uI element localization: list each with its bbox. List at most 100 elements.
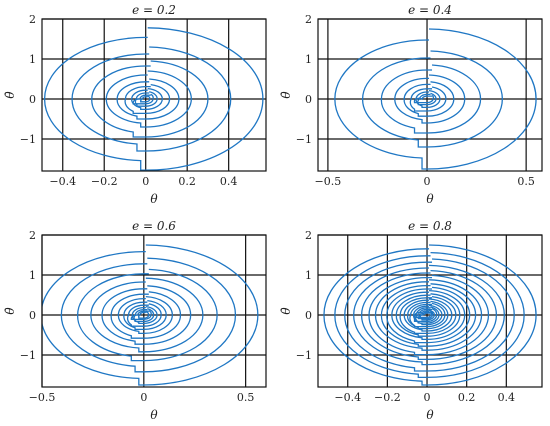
- orbit-line: [403, 298, 453, 332]
- orbits: [42, 244, 259, 386]
- orbit-line: [413, 307, 438, 323]
- subplot-2: −0.5 0 0.5 −1 0 1 2 e = 0.4 θ θ̇: [279, 3, 543, 206]
- y-axis-label: θ̇: [3, 91, 17, 99]
- orbit-line: [116, 78, 180, 120]
- orbit-line: [413, 311, 433, 319]
- subplot-title: e = 0.4: [408, 3, 452, 17]
- orbit-line: [361, 50, 504, 148]
- orbit-line: [415, 306, 440, 324]
- orbit-line: [406, 300, 449, 330]
- x-tick-label: −0.5: [29, 391, 56, 404]
- x-tick-label: 0.4: [498, 391, 516, 404]
- x-tick-label: −0.4: [49, 175, 76, 188]
- x-tick-label: 0: [424, 391, 431, 404]
- orbit-line: [124, 83, 171, 115]
- orbit-line: [386, 286, 471, 344]
- y-tick-label: 0: [29, 309, 36, 322]
- y-axis-label: θ̇: [279, 91, 293, 99]
- y-tick-label: 2: [29, 229, 36, 242]
- x-axis-label: θ: [426, 192, 434, 206]
- subplot-title: e = 0.2: [132, 3, 176, 17]
- orbits: [323, 244, 537, 386]
- orbit-line: [138, 311, 150, 319]
- orbit-line: [60, 257, 237, 373]
- orbit-line: [323, 244, 537, 386]
- orbit-line: [412, 304, 443, 326]
- orbit-line: [131, 87, 163, 111]
- y-tick-label: 2: [305, 229, 312, 242]
- x-tick-label: −0.2: [374, 391, 401, 404]
- y-tick-label: −1: [296, 349, 312, 362]
- x-tick-label: 0.2: [458, 391, 476, 404]
- x-tick-label: −0.4: [334, 391, 361, 404]
- orbit-line: [415, 89, 441, 109]
- orbit-line: [71, 46, 232, 152]
- y-tick-label: 1: [29, 53, 36, 66]
- x-tick-label: 0: [140, 391, 147, 404]
- y-tick-label: −1: [296, 133, 312, 146]
- orbit-line: [91, 60, 209, 138]
- orbit-line: [409, 302, 446, 328]
- axes-frame: [41, 18, 267, 172]
- x-tick-label: 0: [424, 175, 431, 188]
- x-tick-label: 0.2: [178, 175, 196, 188]
- orbit-line: [417, 92, 437, 106]
- axes-frame: [317, 234, 543, 388]
- y-tick-label: −1: [20, 133, 36, 146]
- x-tick-label: 0.5: [517, 175, 535, 188]
- orbit-line: [140, 95, 151, 103]
- orbits: [334, 28, 537, 170]
- y-tick-label: 0: [305, 93, 312, 106]
- orbit-line: [374, 279, 483, 351]
- orbit-line: [90, 277, 204, 353]
- y-tick-label: 2: [29, 13, 36, 26]
- x-axis-label: θ: [150, 192, 158, 206]
- y-tick-label: 0: [305, 309, 312, 322]
- x-tick-label: 0.5: [237, 391, 255, 404]
- y-axis-label: θ̇: [279, 307, 293, 315]
- orbit-line: [132, 93, 154, 105]
- orbit-line: [395, 293, 461, 337]
- y-axis-label: θ̇: [3, 307, 17, 315]
- subplot-3: −0.5 0 0.5 −1 0 1 2 e = 0.6 θ θ̇: [3, 219, 267, 422]
- orbit-line: [42, 244, 259, 386]
- orbit-line: [368, 274, 490, 356]
- orbit-line: [344, 258, 515, 372]
- x-tick-label: 0.4: [220, 175, 238, 188]
- orbit-line: [334, 251, 525, 379]
- orbit-line: [105, 70, 192, 128]
- orbit-line: [399, 295, 457, 335]
- y-tick-label: 1: [29, 269, 36, 282]
- y-tick-label: 0: [29, 93, 36, 106]
- axes-frame: [317, 18, 543, 172]
- orbit-line: [409, 86, 447, 112]
- y-tick-label: −1: [20, 349, 36, 362]
- subplot-1: −0.4 −0.2 0 0.2 0.4 −1 0 1 2 e = 0.2 θ θ̇: [3, 3, 267, 206]
- y-tick-label: 1: [305, 53, 312, 66]
- x-tick-label: 0: [142, 175, 149, 188]
- orbit-line: [334, 28, 537, 170]
- y-tick-label: 2: [305, 13, 312, 26]
- y-tick-label: 1: [305, 269, 312, 282]
- orbit-line: [134, 91, 158, 107]
- orbit-line: [380, 283, 477, 347]
- subplot-title: e = 0.8: [408, 219, 452, 233]
- x-axis-label: θ: [426, 408, 434, 422]
- orbit-line: [117, 295, 173, 335]
- orbit-line: [130, 310, 152, 321]
- orbit-line: [43, 27, 264, 171]
- subplot-4: −0.4 −0.2 0 0.2 0.4 −1 0 1 2 e = 0.8 θ θ̇: [279, 219, 543, 422]
- orbit-line: [360, 269, 498, 361]
- axes-frame: [41, 234, 267, 388]
- orbit-line: [403, 81, 455, 117]
- orbit-line: [126, 303, 162, 327]
- orbit-line: [76, 268, 218, 362]
- orbit-line: [131, 305, 158, 325]
- orbit-line: [380, 64, 482, 134]
- orbit-line: [101, 285, 192, 345]
- orbit-line: [394, 74, 466, 124]
- orbit-line: [413, 94, 434, 104]
- x-axis-label: θ: [150, 408, 158, 422]
- subplot-title: e = 0.6: [132, 219, 176, 233]
